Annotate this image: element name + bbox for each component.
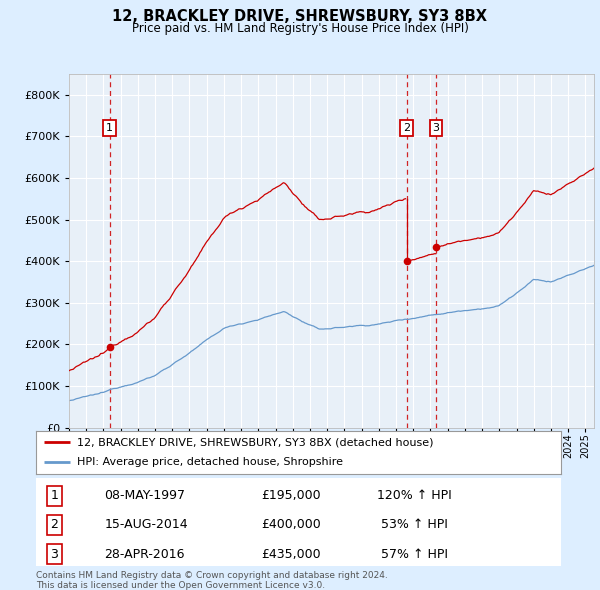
Text: 3: 3: [433, 123, 439, 133]
Text: 08-MAY-1997: 08-MAY-1997: [104, 489, 185, 502]
Text: £435,000: £435,000: [262, 548, 322, 560]
Text: 1: 1: [106, 123, 113, 133]
Text: 53% ↑ HPI: 53% ↑ HPI: [377, 518, 448, 532]
Text: 15-AUG-2014: 15-AUG-2014: [104, 518, 188, 532]
Text: 1: 1: [50, 489, 58, 502]
Text: £400,000: £400,000: [262, 518, 322, 532]
Text: £195,000: £195,000: [262, 489, 322, 502]
Text: HPI: Average price, detached house, Shropshire: HPI: Average price, detached house, Shro…: [77, 457, 343, 467]
Text: 12, BRACKLEY DRIVE, SHREWSBURY, SY3 8BX: 12, BRACKLEY DRIVE, SHREWSBURY, SY3 8BX: [113, 9, 487, 24]
Text: 12, BRACKLEY DRIVE, SHREWSBURY, SY3 8BX (detached house): 12, BRACKLEY DRIVE, SHREWSBURY, SY3 8BX …: [77, 437, 433, 447]
Text: 2: 2: [50, 518, 58, 532]
Text: 3: 3: [50, 548, 58, 560]
Text: 120% ↑ HPI: 120% ↑ HPI: [377, 489, 452, 502]
Text: Contains HM Land Registry data © Crown copyright and database right 2024.
This d: Contains HM Land Registry data © Crown c…: [36, 571, 388, 590]
Text: Price paid vs. HM Land Registry's House Price Index (HPI): Price paid vs. HM Land Registry's House …: [131, 22, 469, 35]
Text: 57% ↑ HPI: 57% ↑ HPI: [377, 548, 448, 560]
Text: 2: 2: [403, 123, 410, 133]
Text: 28-APR-2016: 28-APR-2016: [104, 548, 185, 560]
